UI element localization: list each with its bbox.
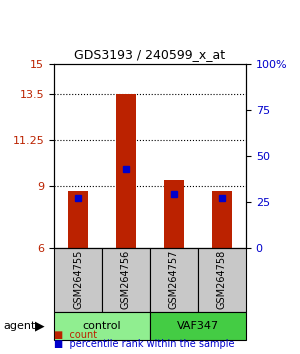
Text: VAF347: VAF347 bbox=[177, 321, 219, 331]
Bar bbox=[116, 95, 136, 248]
Text: control: control bbox=[83, 321, 121, 331]
Bar bbox=[68, 190, 88, 248]
Text: ▶: ▶ bbox=[34, 319, 44, 332]
Text: GSM264755: GSM264755 bbox=[73, 250, 83, 309]
Text: agent: agent bbox=[3, 321, 35, 331]
Text: GSM264756: GSM264756 bbox=[121, 250, 131, 309]
FancyBboxPatch shape bbox=[150, 248, 198, 312]
Bar bbox=[212, 190, 232, 248]
Text: ■  count: ■ count bbox=[54, 330, 97, 340]
Title: GDS3193 / 240599_x_at: GDS3193 / 240599_x_at bbox=[74, 48, 226, 61]
Text: ■  percentile rank within the sample: ■ percentile rank within the sample bbox=[54, 339, 235, 349]
FancyBboxPatch shape bbox=[54, 248, 102, 312]
Text: GSM264758: GSM264758 bbox=[217, 250, 227, 309]
FancyBboxPatch shape bbox=[54, 312, 150, 340]
Bar bbox=[164, 180, 184, 248]
FancyBboxPatch shape bbox=[150, 312, 246, 340]
FancyBboxPatch shape bbox=[198, 248, 246, 312]
FancyBboxPatch shape bbox=[102, 248, 150, 312]
Text: GSM264757: GSM264757 bbox=[169, 250, 179, 309]
